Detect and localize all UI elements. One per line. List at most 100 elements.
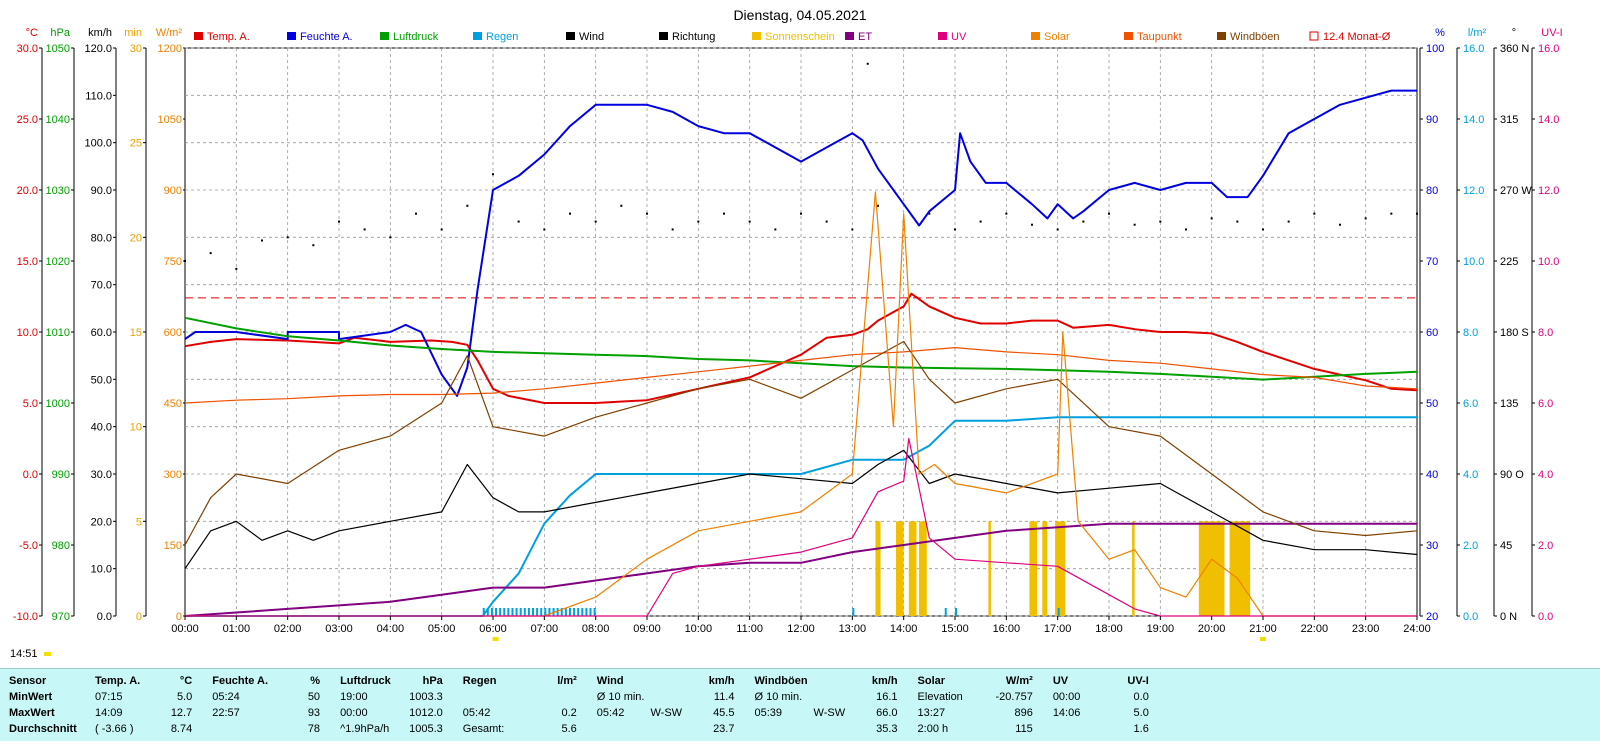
x-tick-label: 14:00 [890,623,918,635]
axis-tick-label: 0.0 [1538,611,1553,623]
rain-tick [540,608,543,616]
legend-label: Windböen [1230,31,1280,43]
x-tick-label: 19:00 [1147,623,1175,635]
sensor-header: Sensor [9,675,47,687]
axis-tick-label: 0 [136,611,142,623]
hum-header: Feuchte A. [212,675,269,687]
axis-tick-label: 1050 [46,43,70,55]
axis-tick-label: 6.0 [1538,398,1553,410]
rain-unit: l/m² [557,675,577,687]
uv-header: UV [1052,675,1069,687]
uv-max-time: 14:06 [1052,707,1081,719]
x-tick-label: 10:00 [685,623,713,635]
direction-dot [363,228,366,231]
direction-dot [1364,217,1367,220]
hum-avg-value: 78 [307,723,321,735]
temp-unit: °C [179,675,193,687]
legend-item: Richtung [659,31,715,43]
direction-dot [954,228,956,231]
axis-unit: °C [26,27,38,39]
gust-avg-value: 35.3 [876,723,898,735]
wind-min-dir [647,689,685,705]
axis-tick-label: 60 [1426,327,1438,339]
solar-max-value: 896 [1014,707,1033,719]
row-label: MinWert [9,691,53,703]
uv-unit: UV-I [1127,675,1149,687]
temp-header: Temp. A. [95,675,141,687]
direction-dot [1108,212,1110,215]
direction-dot [1159,220,1162,223]
legend-label: Wind [579,31,604,43]
sunshine-bar [1042,521,1048,616]
x-tick-label: 06:00 [479,623,507,635]
legend-swatch [845,32,854,40]
press-min-value: 1003.3 [409,691,443,703]
axis-tick-label: 980 [52,540,70,552]
axis-tick-label: 16.0 [1538,43,1559,55]
direction-dot [466,204,469,207]
axis-tick-label: 970 [52,611,70,623]
direction-dot [1185,228,1187,231]
rain-tick [577,608,580,616]
axis-tick-label: 90 O [1500,469,1524,481]
rain-tick [507,608,510,616]
rain-tick [585,608,588,616]
series-line-uv [185,437,1417,617]
direction-dot [338,220,340,223]
axis-unit: W/m² [156,27,183,39]
wind-max-dir: W-SW [650,707,683,719]
direction-dot [1262,228,1264,231]
axis-tick-label: 12.0 [1463,185,1484,197]
legend-item: Sonnenschein [752,31,835,43]
axis-tick-label: 12.0 [1538,185,1559,197]
axis-unit: UV-I [1541,27,1562,39]
axis-tick-label: 6.0 [1463,398,1478,410]
axis-tick-label: 20.0 [91,516,112,528]
axis-tick-label: 30.0 [17,43,38,55]
axis-tick-label: 100 [1426,43,1444,55]
direction-dot [389,236,392,239]
direction-dot [286,236,289,239]
axis-tick-label: 450 [164,398,182,410]
rain-max-value: 0.2 [561,707,577,719]
legend-swatch [194,32,203,40]
wind-min-time: Ø 10 min. [596,691,645,703]
direction-dot [620,204,623,207]
axis-tick-label: 5.0 [23,398,38,410]
axis-tick-label: 40.0 [91,422,112,434]
temp-min-value: 5.0 [176,691,193,703]
rain-tick [495,608,498,616]
axis-tick-label: -10.0 [13,611,38,623]
axis-tick-label: 100.0 [84,138,112,150]
wind-max-time: 05:42 [596,707,625,719]
x-tick-label: 15:00 [941,623,969,635]
axis-tick-label: 15.0 [17,256,38,268]
axis-tick-label: 25.0 [17,114,38,126]
gust-min-dir [811,689,849,705]
gust-unit: km/h [871,675,898,687]
direction-dot [979,220,982,223]
weather-chart: Dienstag, 04.05.2021 Temp. A. Feuchte A. L… [13,7,1563,641]
right-axis: UV-I 16.0 14.0 12.0 10.0 8.0 6.0 4.0 2.0 0.0 [1531,27,1563,623]
gust-min-time: Ø 10 min. [754,691,803,703]
direction-dot [209,252,212,255]
x-tick-label: 02:00 [274,623,302,635]
legend-item: Luftdruck [380,31,439,43]
x-tick-label: 12:00 [787,623,815,635]
gust-avg-dir [811,721,849,737]
direction-dot [1005,212,1008,215]
axis-tick-label: 225 [1500,256,1518,268]
wind-avg-value: 23.7 [713,723,735,735]
x-tick-label: 05:00 [428,623,456,635]
axis-tick-label: -5.0 [19,540,38,552]
axis-tick-label: 20.0 [17,185,38,197]
axis-tick-label: 1010 [46,327,70,339]
rain-tick [955,608,957,616]
press-max-time: 00:00 [340,707,368,719]
legend-item: UV [938,31,967,43]
x-tick-label: 22:00 [1301,623,1329,635]
direction-dot [415,212,417,215]
direction-dot [1236,220,1239,223]
rain-tick [515,608,518,616]
x-tick-label: 01:00 [223,623,251,635]
